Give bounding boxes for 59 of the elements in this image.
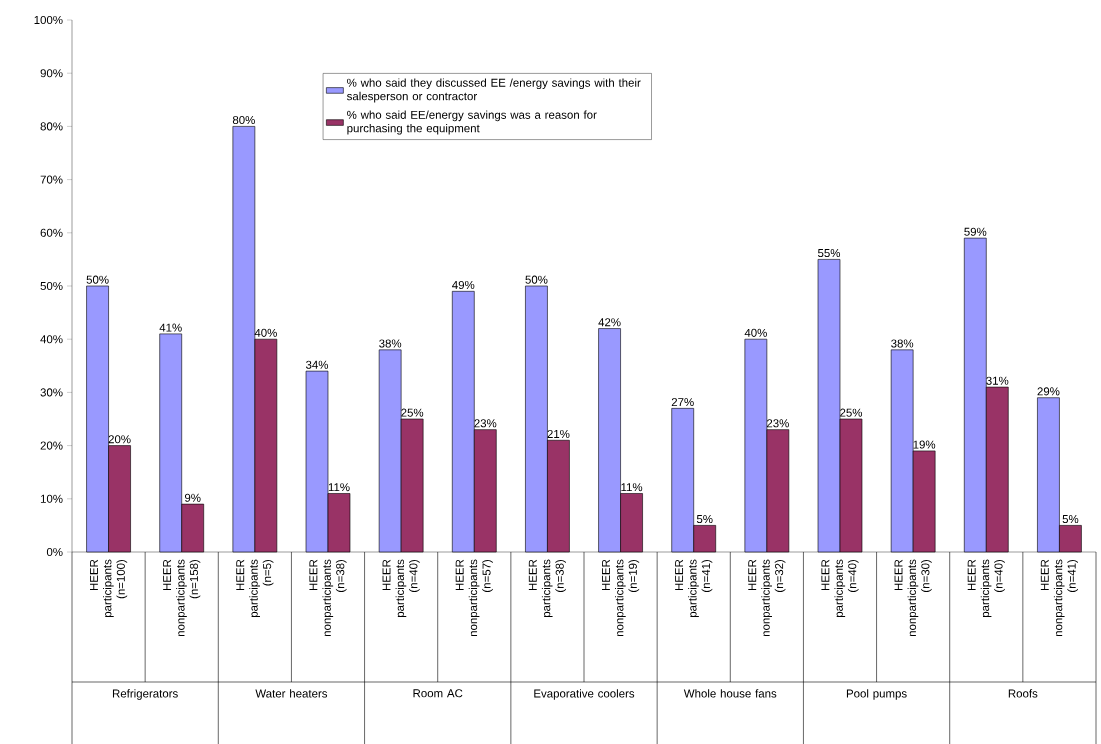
x-tick-label: HEER nonparticipants (n=32) bbox=[748, 559, 786, 637]
data-label: 40% bbox=[744, 328, 767, 337]
x-tick-label: HEER participants (n=40) bbox=[382, 559, 420, 618]
data-label: 42% bbox=[598, 318, 621, 327]
y-tick-label: 80% bbox=[40, 122, 63, 131]
text: Water heaters bbox=[255, 689, 328, 698]
y-tick-label: 30% bbox=[40, 388, 63, 397]
data-label: 41% bbox=[159, 323, 182, 332]
x-tick-label: HEER participants (n=40) bbox=[821, 559, 859, 618]
text: Roofs bbox=[1008, 689, 1038, 698]
data-label: 38% bbox=[379, 339, 402, 348]
x-tick-label: HEER participants (n=5) bbox=[236, 559, 274, 618]
legend-label: % who said EE/energy savings was a reason for purchasing the equipment bbox=[347, 110, 597, 135]
legend-label: % who said they discussed EE /energy savings with their salesperson or contractor bbox=[346, 78, 641, 103]
y-tick-label: 50% bbox=[40, 281, 63, 291]
text: Whole house fans bbox=[683, 689, 777, 698]
x-tick-label: HEER participants (n=100) bbox=[90, 559, 128, 618]
y-tick-label: 100% bbox=[34, 15, 63, 25]
data-label: 50% bbox=[525, 275, 548, 284]
data-label: 55% bbox=[817, 249, 841, 258]
data-label: 19% bbox=[913, 440, 936, 449]
data-label: 11% bbox=[621, 483, 643, 492]
text: Evaporative coolers bbox=[534, 689, 635, 700]
x-tick-label: HEER nonparticipants (n=57) bbox=[455, 559, 493, 637]
x-tick-label: HEER participants (n=38) bbox=[528, 559, 567, 618]
y-tick-label: 20% bbox=[40, 441, 63, 450]
data-label: 29% bbox=[1037, 387, 1060, 396]
x-tick-label: HEER participants (n=40) bbox=[967, 559, 1005, 618]
data-label: 11% bbox=[328, 483, 350, 492]
x-tick-label: HEER participants (n=41) bbox=[675, 559, 713, 618]
data-label: 23% bbox=[766, 419, 789, 428]
y-tick-label: 10% bbox=[40, 494, 63, 503]
x-tick-label: HEER nonparticipants (n=19) bbox=[602, 559, 640, 637]
text: Refrigerators bbox=[112, 689, 178, 700]
data-label: 25% bbox=[401, 408, 424, 417]
data-label: 25% bbox=[840, 408, 863, 417]
y-tick-label: 60% bbox=[40, 228, 63, 237]
data-label: 27% bbox=[671, 398, 694, 407]
data-label: 50% bbox=[86, 275, 109, 284]
data-label: 59% bbox=[964, 227, 987, 236]
y-tick-label: 90% bbox=[40, 69, 63, 78]
y-tick-label: 40% bbox=[40, 335, 63, 344]
x-tick-label: HEER nonparticipants (n=30) bbox=[894, 559, 932, 637]
data-label: 80% bbox=[232, 115, 255, 125]
x-tick-label: HEER nonparticipants (n=158) bbox=[163, 559, 201, 637]
text: Room AC bbox=[413, 689, 463, 698]
data-label: 38% bbox=[891, 339, 914, 348]
y-tick-label: 70% bbox=[40, 175, 63, 184]
x-tick-label: HEER nonparticipants (n=41) bbox=[1040, 559, 1079, 637]
data-label: 23% bbox=[474, 419, 497, 428]
data-label: 31% bbox=[986, 376, 1009, 385]
data-label: 5% bbox=[696, 515, 713, 524]
text: Pool pumps bbox=[846, 689, 907, 700]
x-tick-label: HEER nonparticipants (n=38) bbox=[309, 559, 347, 637]
data-label: 5% bbox=[1062, 515, 1079, 524]
data-label: 9% bbox=[184, 493, 201, 502]
data-label: 49% bbox=[452, 280, 475, 290]
data-label: 34% bbox=[305, 360, 329, 369]
y-tick-label: 0% bbox=[46, 547, 63, 557]
